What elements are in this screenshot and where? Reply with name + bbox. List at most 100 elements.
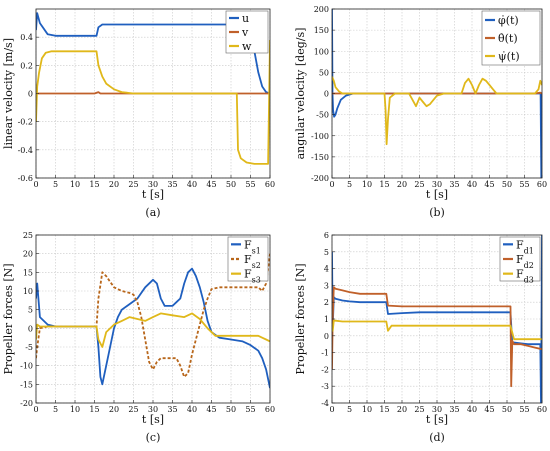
legend-label-subscript: d2 (524, 261, 534, 270)
legend-label: θ̇(t) (498, 32, 518, 45)
legend-label: ψ̇(t) (498, 50, 520, 63)
series-line-2 (332, 286, 542, 388)
y-tick-label: -150 (311, 153, 329, 162)
y-tick-label: 0.2 (20, 61, 33, 70)
series-group (36, 12, 270, 165)
legend-label: w (242, 40, 252, 53)
x-tick-label: 40 (187, 180, 197, 189)
y-tick-label: -0.6 (18, 174, 33, 183)
series-line-3 (332, 76, 542, 146)
y-tick-label: -100 (311, 132, 329, 141)
series-group (332, 235, 542, 403)
y-axis-label: Propeller forces [N] (2, 263, 15, 374)
y-tick-label: 100 (314, 47, 329, 56)
chart-2: 0 5 10 15 20 25 30 35 40 45 50 55 60 -200 -150 -100 -50 0… (294, 5, 547, 219)
x-tick-label: 5 (347, 405, 352, 414)
x-tick-label: 10 (70, 180, 80, 189)
x-tick-label: 5 (53, 405, 58, 414)
y-tick-label: 0 (28, 324, 33, 333)
x-tick-label: 50 (226, 180, 236, 189)
x-tick-label: 30 (148, 405, 158, 414)
series-line-1 (36, 12, 270, 95)
y-tick-label: 0 (28, 90, 33, 99)
y-tick-label: -0.4 (18, 146, 33, 155)
legend-label-subscript: s3 (252, 275, 261, 284)
y-tick-label: -200 (311, 174, 329, 183)
y-tick-label: -50 (316, 111, 329, 120)
x-tick-label: 30 (432, 405, 442, 414)
x-tick-label: 60 (265, 180, 275, 189)
y-tick-label: 1 (324, 315, 329, 324)
x-tick-label: 0 (33, 405, 38, 414)
y-axis-label: linear velocity [m/s] (2, 38, 15, 149)
x-tick-label: 20 (109, 180, 119, 189)
x-tick-label: 30 (432, 180, 442, 189)
x-tick-label: 40 (187, 405, 197, 414)
x-tick-label: 10 (362, 180, 372, 189)
x-tick-label: 45 (206, 405, 216, 414)
y-tick-label: -20 (20, 399, 33, 408)
x-axis-label: t [s] (142, 188, 164, 201)
x-tick-label: 20 (397, 405, 407, 414)
x-tick-label: 35 (167, 180, 177, 189)
y-tick-label: -0.2 (18, 118, 33, 127)
y-tick-label: 6 (324, 231, 329, 240)
chart-1: 0 5 10 15 20 25 30 35 40 45 50 55 60 -0.6 -0.4 -0.2 0 0.2… (2, 8, 275, 219)
chart-3: 0 5 10 15 20 25 30 35 40 45 50 55 60 -20 -15 -10 -5 0 5 10 1… (2, 231, 275, 444)
x-tick-label: 45 (206, 180, 216, 189)
legend-label: v (241, 26, 249, 39)
x-tick-label: 55 (519, 180, 529, 189)
y-tick-label: 2 (324, 298, 329, 307)
legend-label-subscript: s1 (252, 246, 261, 255)
y-axis-label: angular velocity [deg/s] (294, 28, 307, 160)
x-tick-label: 35 (167, 405, 177, 414)
series-group (36, 253, 270, 389)
y-tick-label: 4 (324, 265, 329, 274)
y-tick-label: 0.4 (20, 33, 33, 42)
y-tick-label: -5 (25, 343, 33, 352)
x-tick-label: 5 (53, 180, 58, 189)
x-tick-label: 35 (449, 180, 459, 189)
x-tick-label: 15 (89, 180, 99, 189)
y-tick-label: -15 (20, 380, 33, 389)
x-tick-label: 10 (362, 405, 372, 414)
chart-4: 0 5 10 15 20 25 30 35 40 45 50 55 60-4-3-2-10123456t… (294, 231, 547, 444)
x-axis-label: t [s] (426, 413, 448, 426)
x-tick-label: 50 (502, 405, 512, 414)
y-tick-label: 50 (319, 68, 329, 77)
x-tick-label: 55 (245, 180, 255, 189)
x-tick-label: 35 (449, 405, 459, 414)
y-tick-label: -4 (321, 399, 329, 408)
x-tick-label: 25 (128, 405, 138, 414)
panel-label: (a) (145, 206, 160, 219)
x-tick-label: 40 (467, 405, 477, 414)
x-tick-label: 15 (379, 180, 389, 189)
y-tick-label: -3 (321, 382, 329, 391)
x-tick-label: 40 (467, 180, 477, 189)
x-tick-label: 15 (89, 405, 99, 414)
y-tick-label: 0 (324, 90, 329, 99)
x-tick-label: 50 (502, 180, 512, 189)
y-axis-label: Propeller forces [N] (294, 263, 307, 374)
x-tick-label: 20 (109, 405, 119, 414)
x-tick-label: 45 (484, 405, 494, 414)
x-tick-label: 60 (537, 405, 547, 414)
legend-label: u (242, 12, 249, 25)
legend-label-subscript: s2 (252, 261, 261, 270)
panel-label: (b) (429, 206, 445, 219)
x-tick-label: 5 (347, 180, 352, 189)
legend-label-subscript: d3 (524, 275, 534, 284)
y-tick-label: 20 (23, 250, 33, 259)
x-tick-label: 0 (329, 405, 334, 414)
x-tick-label: 0 (329, 180, 334, 189)
x-tick-label: 45 (484, 180, 494, 189)
panel-label: (d) (429, 431, 445, 444)
x-tick-label: 55 (519, 405, 529, 414)
y-tick-label: 3 (324, 281, 329, 290)
y-tick-label: 200 (314, 5, 329, 14)
series-line-1 (332, 235, 542, 403)
y-tick-label: -1 (321, 349, 329, 358)
